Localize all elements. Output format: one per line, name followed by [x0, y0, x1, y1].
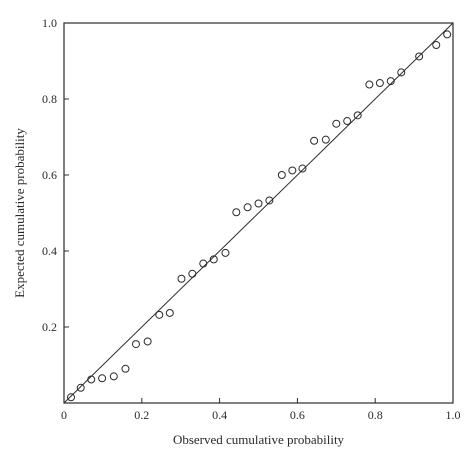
data-point [98, 374, 107, 383]
plot-frame [63, 22, 454, 404]
data-point [87, 375, 96, 384]
data-point [365, 80, 374, 89]
x-tick-label: 0.4 [212, 408, 227, 422]
y-tick-label: 1.0 [42, 16, 57, 30]
data-point [67, 393, 76, 402]
data-point [121, 364, 130, 373]
data-point [277, 171, 286, 179]
data-point [310, 136, 319, 145]
data-point [155, 310, 164, 319]
y-tick-label: 0.6 [42, 168, 57, 182]
data-point [221, 248, 230, 257]
x-axis-title: Observed cumulative probability [173, 432, 345, 447]
data-point [415, 52, 424, 61]
y-tick-label: 0.4 [42, 244, 57, 258]
x-axis-ticks: 0 0.2 0.4 0.6 0.8 1.0 [61, 398, 461, 422]
data-point [76, 383, 85, 392]
data-point [443, 30, 452, 39]
data-point [243, 203, 252, 212]
data-point [288, 166, 297, 175]
y-axis-title: Expected cumulative probability [12, 128, 27, 298]
data-point [353, 111, 362, 120]
data-point [131, 340, 140, 349]
data-point [343, 117, 352, 126]
y-axis-ticks: 0.2 0.4 0.6 0.8 1.0 [42, 16, 69, 334]
y-tick-label: 0.8 [42, 92, 57, 106]
data-point [332, 119, 341, 128]
data-point [188, 269, 197, 278]
data-point [254, 199, 263, 208]
reference-line [63, 22, 454, 404]
data-point [209, 255, 218, 264]
data-point [375, 79, 384, 88]
data-point [199, 259, 208, 268]
x-tick-label: 0.8 [368, 408, 383, 422]
data-point [432, 41, 441, 50]
data-point [165, 308, 174, 317]
data-point [386, 77, 395, 86]
data-point [321, 135, 330, 144]
y-tick-label: 0.2 [42, 320, 57, 334]
data-point [232, 208, 241, 217]
data-point [265, 196, 274, 205]
x-tick-label: 0.2 [134, 408, 149, 422]
x-tick-label: 0.6 [290, 408, 305, 422]
data-points [67, 30, 452, 402]
x-tick-label: 0 [61, 408, 67, 422]
data-point [143, 337, 152, 346]
data-point [298, 164, 307, 173]
data-point [109, 372, 118, 381]
data-point [397, 68, 406, 77]
x-tick-label: 1.0 [446, 408, 461, 422]
data-point [177, 274, 186, 283]
